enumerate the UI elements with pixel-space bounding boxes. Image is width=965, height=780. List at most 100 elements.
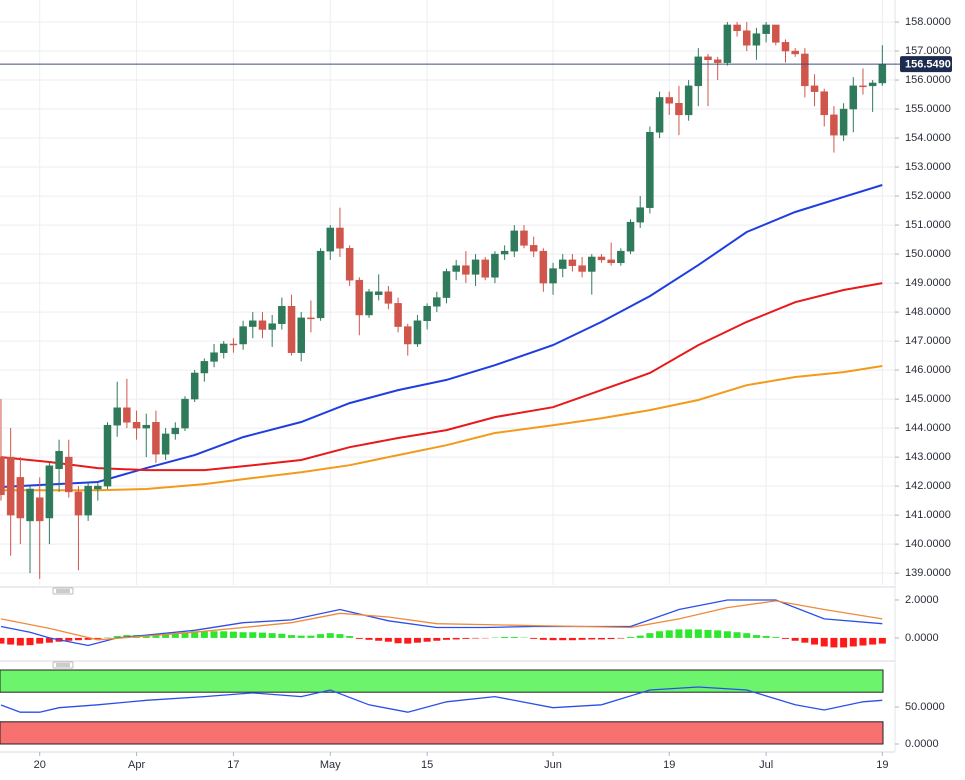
candle-body [433,297,441,307]
y-tick-label: 153.0000 [905,161,951,173]
candle-body [16,477,25,519]
candle-body [529,245,538,252]
candle-body [704,56,712,60]
histogram-bar [16,637,24,646]
histogram-bar [811,637,819,645]
candle-body [791,50,799,55]
histogram-bar [65,637,73,641]
histogram-bar [607,637,615,640]
candle-body [55,451,63,469]
histogram-bar [297,635,305,638]
candle-body [384,291,393,304]
histogram-bar [539,637,547,640]
candle-body [394,303,402,327]
y-tick-label: 149.0000 [905,277,951,289]
resize-handle[interactable] [52,587,74,595]
candle-body [142,424,151,429]
y-tick-label: 148.0000 [905,306,951,318]
candle-body [471,259,480,275]
histogram-bar [501,636,509,638]
histogram-bar [443,637,450,640]
y-tick-label: 144.0000 [905,422,951,434]
y-tick-label: 156.0000 [905,74,951,86]
candle-body [268,323,276,330]
histogram-bar [617,637,625,639]
candle-body [258,320,267,330]
histogram-bar [84,637,92,640]
histogram-bar [181,632,189,638]
candle-body [646,132,654,208]
histogram-bar [714,630,722,638]
resize-handle[interactable] [52,661,74,669]
candle-body [190,372,199,400]
candle-body [442,271,451,298]
candle-body [316,250,325,319]
candle-body [94,485,102,490]
candle-body [849,85,858,110]
y-tick-label: 0.0000 [905,738,939,750]
histogram-bar [878,637,886,644]
histogram-bar [26,637,34,646]
candle-body [733,24,741,31]
histogram-bar [162,634,170,638]
candle-body [462,265,470,275]
y-tick-label: 50.0000 [905,701,945,713]
indicator-line [0,600,883,641]
histogram-bar [404,637,412,644]
rsi-band [0,669,884,693]
candle-body [752,33,761,46]
candle-body [830,114,838,136]
candle-body [74,491,83,516]
candle-body [326,227,335,252]
indicator-line [0,599,883,647]
x-tick-label: 17 [227,759,239,771]
x-tick-label: 19 [876,759,888,771]
candle-body [665,97,674,104]
candle-body [413,320,422,345]
x-tick-label: Jul [759,759,773,771]
candle-body [491,253,499,278]
candle-body [84,485,92,516]
histogram-bar [510,636,518,638]
histogram-bar [578,637,586,640]
histogram-bar [210,631,218,638]
histogram-bar [346,636,354,638]
histogram-bar [549,637,557,641]
x-tick-label: May [320,759,341,771]
histogram-bar [772,636,780,638]
candle-body [219,343,228,353]
candle-body [801,53,809,87]
indicator-line [1,365,883,492]
histogram-bar [830,637,838,648]
histogram-bar [326,633,334,638]
histogram-bar [433,637,441,641]
last-price-label: 156.5490 [905,59,951,71]
candle-body [742,30,751,46]
candle-body [617,250,625,264]
candle-body [152,422,160,455]
histogram-bar [152,634,160,638]
candle-body [626,221,635,252]
histogram-bar [849,637,857,647]
histogram-bar [820,637,828,647]
candle-body [0,456,5,496]
candle-body [558,259,567,269]
candle-body [568,259,577,266]
candle-body [103,424,112,487]
candle-body [345,248,354,281]
y-tick-label: 145.0000 [905,393,951,405]
candle-body [481,259,489,278]
candle-body [171,427,180,435]
histogram-bar [859,637,867,646]
candle-body [597,256,606,261]
candle-body [549,268,557,284]
candle-body [287,306,296,353]
candle-body [694,56,703,87]
candle-body [229,343,238,346]
candle-body [520,230,528,246]
candle-body [404,326,412,345]
histogram-bar [384,637,392,642]
histogram-bar [423,637,431,642]
candle-body [336,227,344,249]
histogram-bar [365,637,373,640]
